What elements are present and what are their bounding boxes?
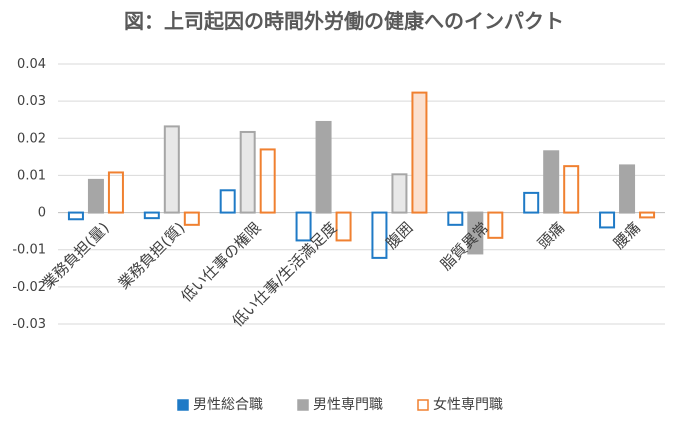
legend-label: 女性専門職 (433, 396, 503, 413)
bar-1-5 (467, 211, 484, 255)
legend-item-0: 男性総合職 (177, 397, 263, 413)
bar-2-2 (259, 148, 276, 214)
bar-2-6 (563, 165, 580, 214)
bar-2-3 (335, 211, 352, 242)
bar-2-7 (639, 211, 656, 219)
y-axis: 0.04 0.03 0.02 0.01 0 -0.01 -0.02 -0.03 (12, 57, 46, 332)
bar-2-4 (411, 91, 428, 214)
chart-title: 図：上司起因の時間外労働の健康へのインパクト (124, 9, 564, 33)
bar-0-2 (219, 189, 236, 214)
bar-0-4 (371, 211, 388, 259)
legend-swatch (417, 399, 429, 411)
bar-0-1 (143, 211, 160, 220)
bar-1-1 (163, 125, 180, 214)
y-tick-label: -0.02 (12, 280, 46, 295)
gridlines (58, 63, 665, 325)
bar-1-3 (315, 120, 332, 214)
category-label: 業務負担(量) (39, 219, 113, 293)
bar-2-1 (183, 211, 200, 226)
legend-swatch (297, 399, 309, 411)
x-axis: 業務負担(量) 業務負担(質)低い仕事の権限低い仕事/生活満足度 腹囲 脂質異常 頭痛腰… (39, 219, 644, 331)
bar-0-5 (447, 211, 464, 226)
bar-0-6 (523, 191, 540, 214)
bars (67, 91, 656, 259)
legend-label: 男性専門職 (313, 397, 383, 413)
category-label: 低い仕事の権限 (178, 219, 265, 306)
y-tick-label: 0.03 (17, 94, 46, 109)
y-tick-label: 0.04 (17, 57, 46, 72)
bar-0-0 (67, 211, 84, 221)
legend-swatch (177, 399, 189, 411)
bar-1-6 (543, 150, 560, 214)
category-label: 業務負担(質) (115, 219, 189, 293)
bar-0-7 (599, 211, 616, 229)
y-tick-label: 0.01 (17, 168, 46, 183)
bar-1-0 (87, 178, 104, 214)
category-label: 頭痛 (534, 219, 568, 253)
bar-2-5 (487, 211, 504, 239)
bar-2-0 (107, 171, 124, 214)
legend-label: 男性総合職 (193, 397, 263, 413)
category-label: 脂質異常 (437, 219, 492, 274)
bar-1-2 (239, 130, 256, 214)
y-tick-label: -0.03 (12, 317, 46, 332)
legend-item-1: 男性専門職 (297, 397, 383, 413)
legend: 男性総合職 男性専門職 女性専門職 (177, 396, 503, 413)
bar-1-7 (619, 164, 636, 214)
bar-1-4 (391, 173, 408, 214)
y-tick-label: 0 (38, 206, 46, 221)
y-tick-label: 0.02 (17, 131, 46, 146)
y-tick-label: -0.01 (12, 243, 46, 258)
bar-0-3 (295, 211, 312, 242)
legend-item-2: 女性専門職 (417, 396, 503, 413)
